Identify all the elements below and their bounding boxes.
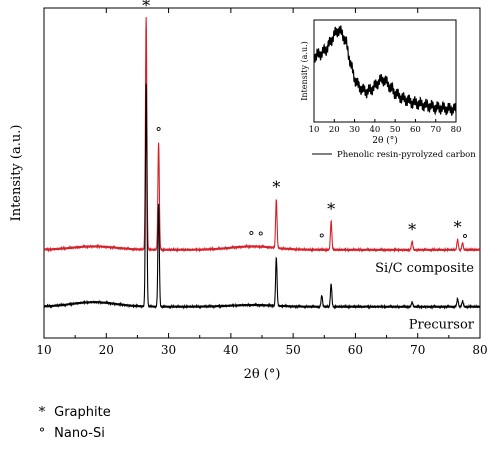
inset-x-axis-label: 2θ (°) — [372, 135, 398, 146]
nano-si-marker-icon: ° — [38, 426, 46, 441]
graphite-peak-marker: * — [408, 220, 416, 239]
inset-legend-label: Phenolic resin-pyrolyzed carbon — [337, 150, 476, 160]
inset-x-tick-label: 30 — [349, 125, 360, 135]
graphite-peak-marker: * — [454, 218, 462, 237]
x-tick-label: 30 — [161, 343, 176, 357]
inset-x-tick-label: 70 — [430, 125, 441, 135]
series-line-si-c-composite — [43, 17, 481, 253]
x-tick-label: 10 — [36, 343, 51, 357]
x-tick-label: 40 — [223, 343, 238, 357]
inset-x-tick-label: 10 — [309, 125, 320, 135]
inset-x-tick-label: 60 — [410, 125, 421, 135]
nano-si-peak-marker: ° — [155, 126, 162, 141]
inset-plot: 10 20 30 40 50 60 70 80 2θ (°) Intensity (a.u.) — [300, 19, 462, 146]
x-tick-label: 60 — [348, 343, 363, 357]
graphite-peak-marker: * — [142, 0, 150, 15]
main-plot: 10 20 30 40 50 60 70 80 2θ (°) Intensity (a.u.) Si… — [9, 0, 488, 382]
inset-x-tick-label: 40 — [369, 125, 380, 135]
x-tick-label: 20 — [99, 343, 114, 357]
nano-si-peak-marker: ° — [258, 230, 265, 245]
inset-series-line — [313, 25, 457, 116]
graphite-marker-icon: * — [38, 405, 46, 420]
series-line-precursor — [43, 83, 481, 310]
inset-x-tick-label: 50 — [390, 125, 401, 135]
y-axis-label: Intensity (a.u.) — [9, 125, 24, 222]
x-axis-label: 2θ (°) — [244, 367, 281, 382]
inset-x-tick-label: 20 — [329, 125, 340, 135]
legend-item-nano-si: ° Nano-Si — [34, 426, 105, 441]
legend-label-nano-si: Nano-Si — [54, 426, 105, 441]
nano-si-peak-marker: ° — [248, 230, 255, 245]
x-tick-label: 70 — [410, 343, 425, 357]
series-label-si-c-composite: Si/C composite — [375, 261, 474, 276]
x-tick-label: 80 — [472, 343, 487, 357]
graphite-peak-marker: * — [327, 199, 335, 218]
nano-si-peak-marker: ° — [319, 232, 326, 247]
legend-label-graphite: Graphite — [54, 405, 111, 420]
legend-item-graphite: * Graphite — [34, 405, 111, 420]
inset-y-axis-label: Intensity (a.u.) — [300, 41, 309, 101]
graphite-peak-marker: * — [272, 177, 280, 196]
nano-si-peak-marker: ° — [462, 232, 469, 247]
series-label-precursor: Precursor — [409, 318, 475, 333]
x-tick-label: 50 — [286, 343, 301, 357]
inset-x-tick-label: 80 — [451, 125, 462, 135]
